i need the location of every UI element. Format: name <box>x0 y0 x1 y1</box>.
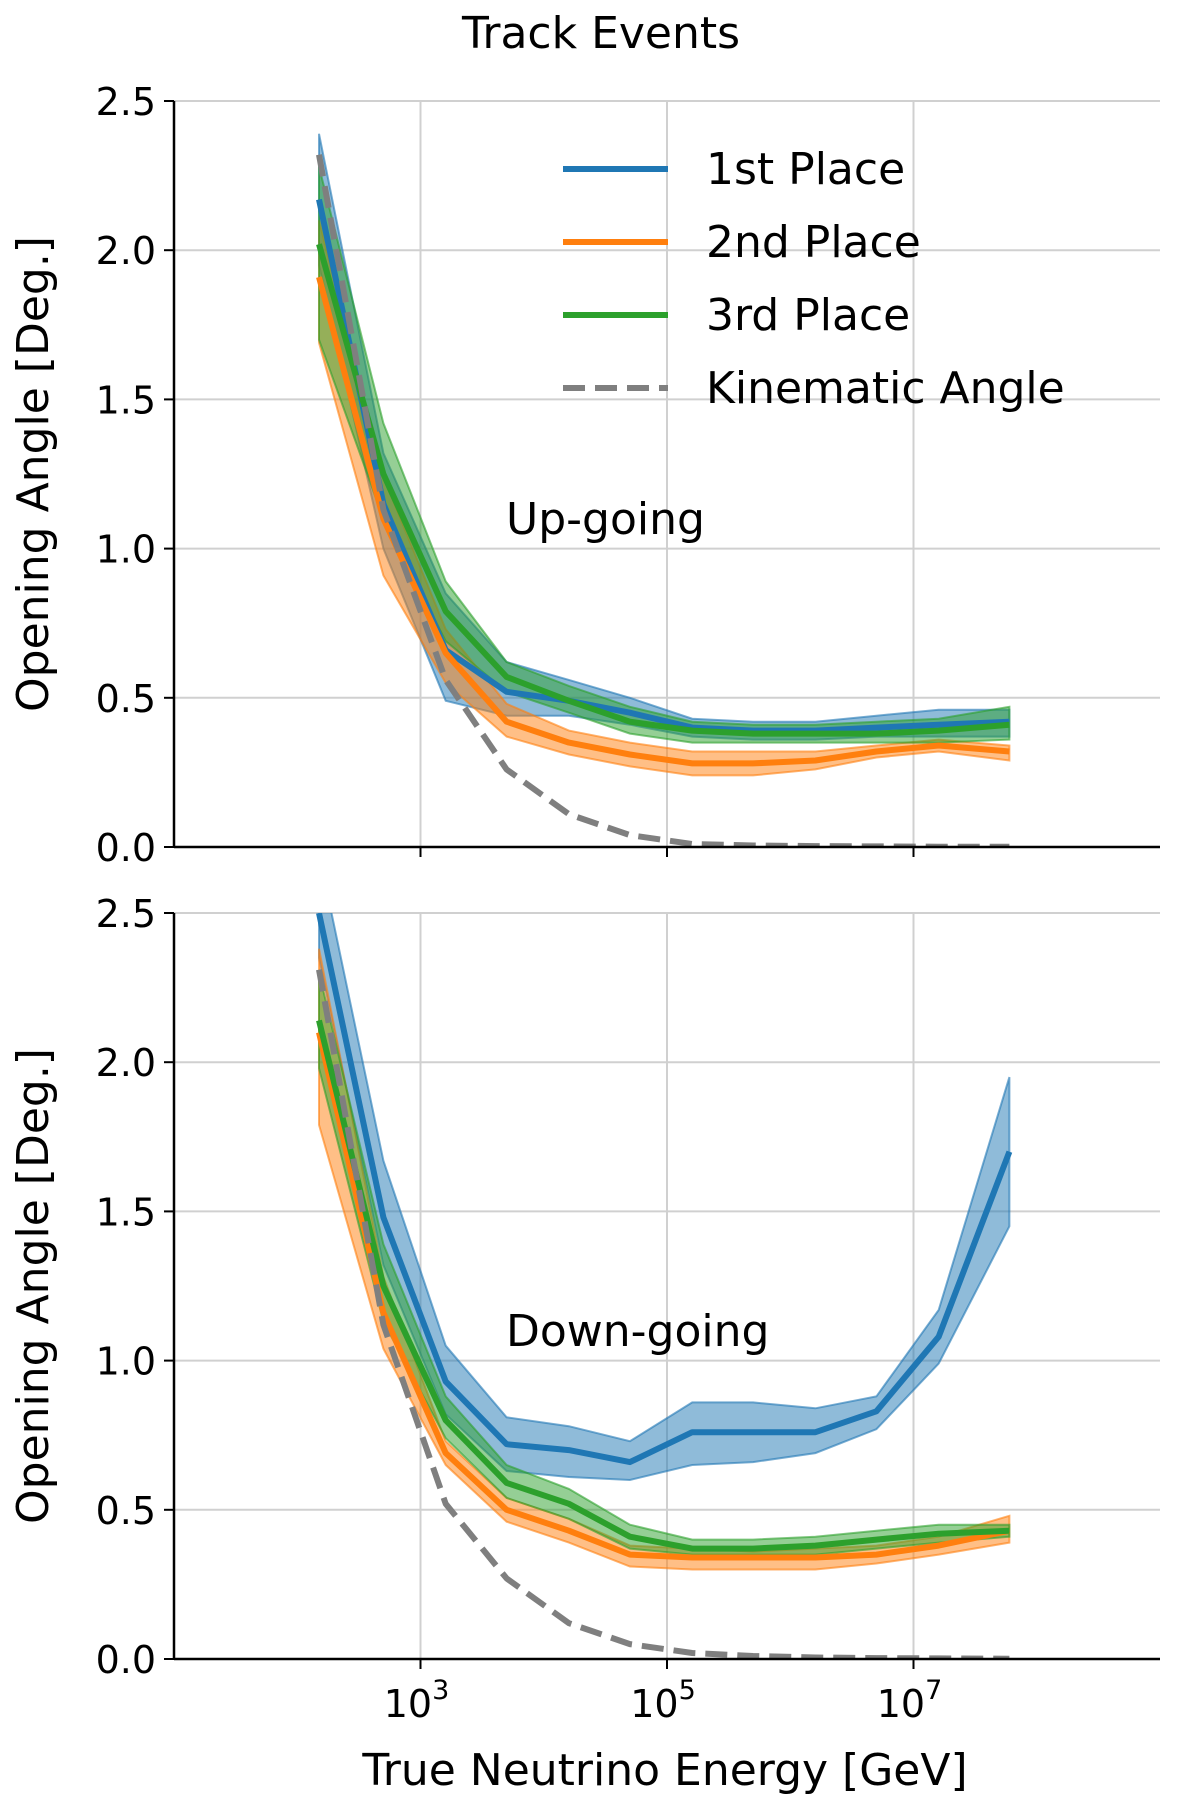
figure-title: Track Events <box>461 8 740 59</box>
y-tick-label: 0.5 <box>96 677 156 721</box>
y-tick-label: 2.5 <box>96 892 156 936</box>
panel-down-going: 0.0 0.5 1.0 1.5 2.0 2.5 103 105 107 Opening Angle… <box>8 892 1160 1726</box>
line-first <box>316 913 1013 1466</box>
plot-area <box>316 913 1013 1659</box>
y-axis-label: Opening Angle [Deg.] <box>8 1048 59 1524</box>
y-tick-label: 2.5 <box>96 80 156 124</box>
y-tick-label: 2.0 <box>96 1041 156 1085</box>
legend-label: Kinematic Angle <box>706 363 1065 414</box>
x-tick-label: 107 <box>877 1675 943 1726</box>
band-second <box>318 948 1011 1571</box>
line-third <box>316 243 1010 737</box>
legend-label: 2nd Place <box>706 217 921 268</box>
legend-label: 3rd Place <box>706 290 910 341</box>
panel-up-going: 0.0 0.5 1.0 1.5 2.0 2.5 Opening Angle [Deg.] Up… <box>8 80 1160 870</box>
panel-annotation: Up-going <box>506 494 705 545</box>
line-third <box>316 1019 1010 1552</box>
y-tick-label: 2.0 <box>96 229 156 273</box>
x-tick-label: 105 <box>630 1675 696 1726</box>
line-second <box>316 1031 1011 1561</box>
plot-area <box>316 133 1011 847</box>
y-tick-label: 0.0 <box>96 1638 156 1682</box>
y-axis-label: Opening Angle [Deg.] <box>8 236 59 712</box>
y-tick-label: 1.0 <box>96 528 156 572</box>
x-tick-label: 103 <box>384 1675 450 1726</box>
y-tick-label: 0.5 <box>96 1489 156 1533</box>
line-first <box>316 198 1010 734</box>
y-tick-label: 1.0 <box>96 1340 156 1384</box>
band-third <box>318 972 1011 1556</box>
panel-annotation: Down-going <box>506 1306 769 1357</box>
legend-label: 1st Place <box>706 144 905 195</box>
x-axis-label: True Neutrino Energy [GeV] <box>361 1745 967 1796</box>
band-second <box>318 220 1011 777</box>
y-tick-label: 1.5 <box>96 378 156 422</box>
y-tick-label: 0.0 <box>96 826 156 870</box>
line-second <box>316 276 1010 767</box>
legend: 1st Place 2nd Place 3rd Place Kinematic Ang… <box>563 144 1065 414</box>
y-tick-label: 1.5 <box>96 1190 156 1234</box>
